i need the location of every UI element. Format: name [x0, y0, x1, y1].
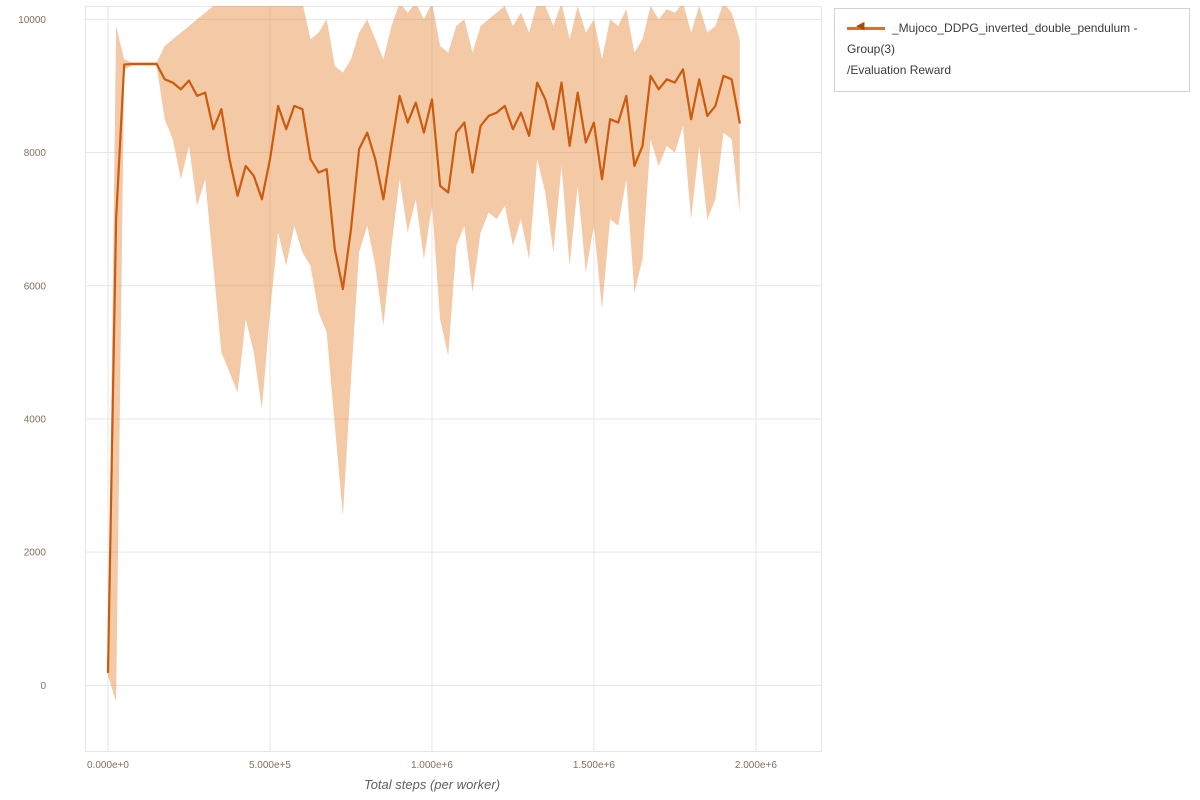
x-tick-label: 1.000e+6	[411, 760, 453, 771]
x-tick-label: 1.500e+6	[573, 760, 615, 771]
legend-series-name-line1: _Mujoco_DDPG_inverted_double_pendulum - …	[847, 21, 1138, 56]
y-tick-label: 2000	[24, 548, 47, 559]
plot-border	[85, 6, 822, 752]
y-tick-label: 6000	[24, 281, 47, 292]
x-axis-title: Total steps (per worker)	[364, 777, 500, 792]
x-tick-label: 5.000e+5	[249, 760, 291, 771]
triangle-left-marker-icon: ◀	[856, 20, 865, 32]
y-tick-label: 10000	[18, 15, 46, 26]
legend[interactable]: ◀ _Mujoco_DDPG_inverted_double_pendulum …	[834, 8, 1190, 92]
confidence-band	[108, 6, 740, 702]
x-tick-label: 0.000e+0	[87, 760, 129, 771]
legend-swatch: ◀	[847, 20, 885, 35]
y-tick-labels: 0 2000 4000 6000 8000 10000	[18, 15, 46, 692]
y-tick-label: 0	[40, 681, 46, 692]
x-tick-labels: 0.000e+0 5.000e+5 1.000e+6 1.500e+6 2.000e+6	[87, 760, 777, 771]
y-tick-label: 4000	[24, 414, 47, 425]
legend-item[interactable]: ◀ _Mujoco_DDPG_inverted_double_pendulum …	[847, 18, 1177, 81]
x-tick-label: 2.000e+6	[735, 760, 777, 771]
y-tick-label: 8000	[24, 148, 47, 159]
series-line-sample	[847, 27, 885, 30]
mean-line	[106, 62, 741, 674]
legend-series-name-line2: /Evaluation Reward	[847, 63, 952, 77]
